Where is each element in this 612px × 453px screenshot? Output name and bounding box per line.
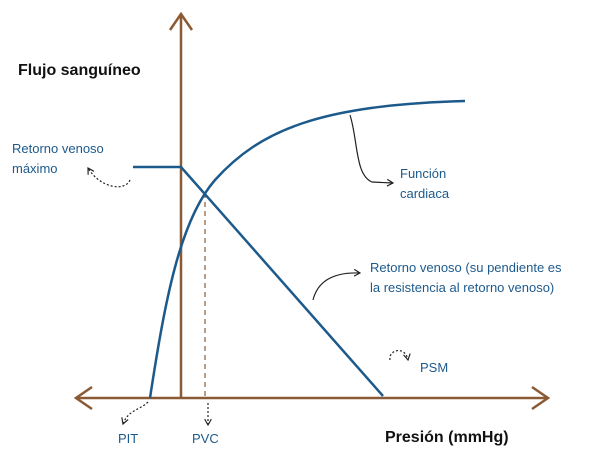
venous-return-curve	[133, 165, 384, 397]
y-axis-label: Flujo sanguíneo	[18, 62, 141, 79]
pointers	[87, 114, 411, 427]
label: PVC	[192, 431, 219, 446]
label: PSM	[420, 360, 448, 375]
label: máximo	[12, 161, 58, 176]
label: PIT	[118, 431, 138, 446]
label: la resistencia al retorno venoso)	[370, 280, 554, 295]
axes	[73, 11, 551, 411]
label: cardiaca	[400, 186, 450, 201]
cardiac-function-curve	[148, 99, 466, 399]
label: Función	[400, 166, 446, 181]
label: Retorno venoso (su pendiente es	[370, 260, 562, 275]
label: Retorno venoso	[12, 141, 104, 156]
x-axis-label: Presión (mmHg)	[385, 429, 509, 446]
